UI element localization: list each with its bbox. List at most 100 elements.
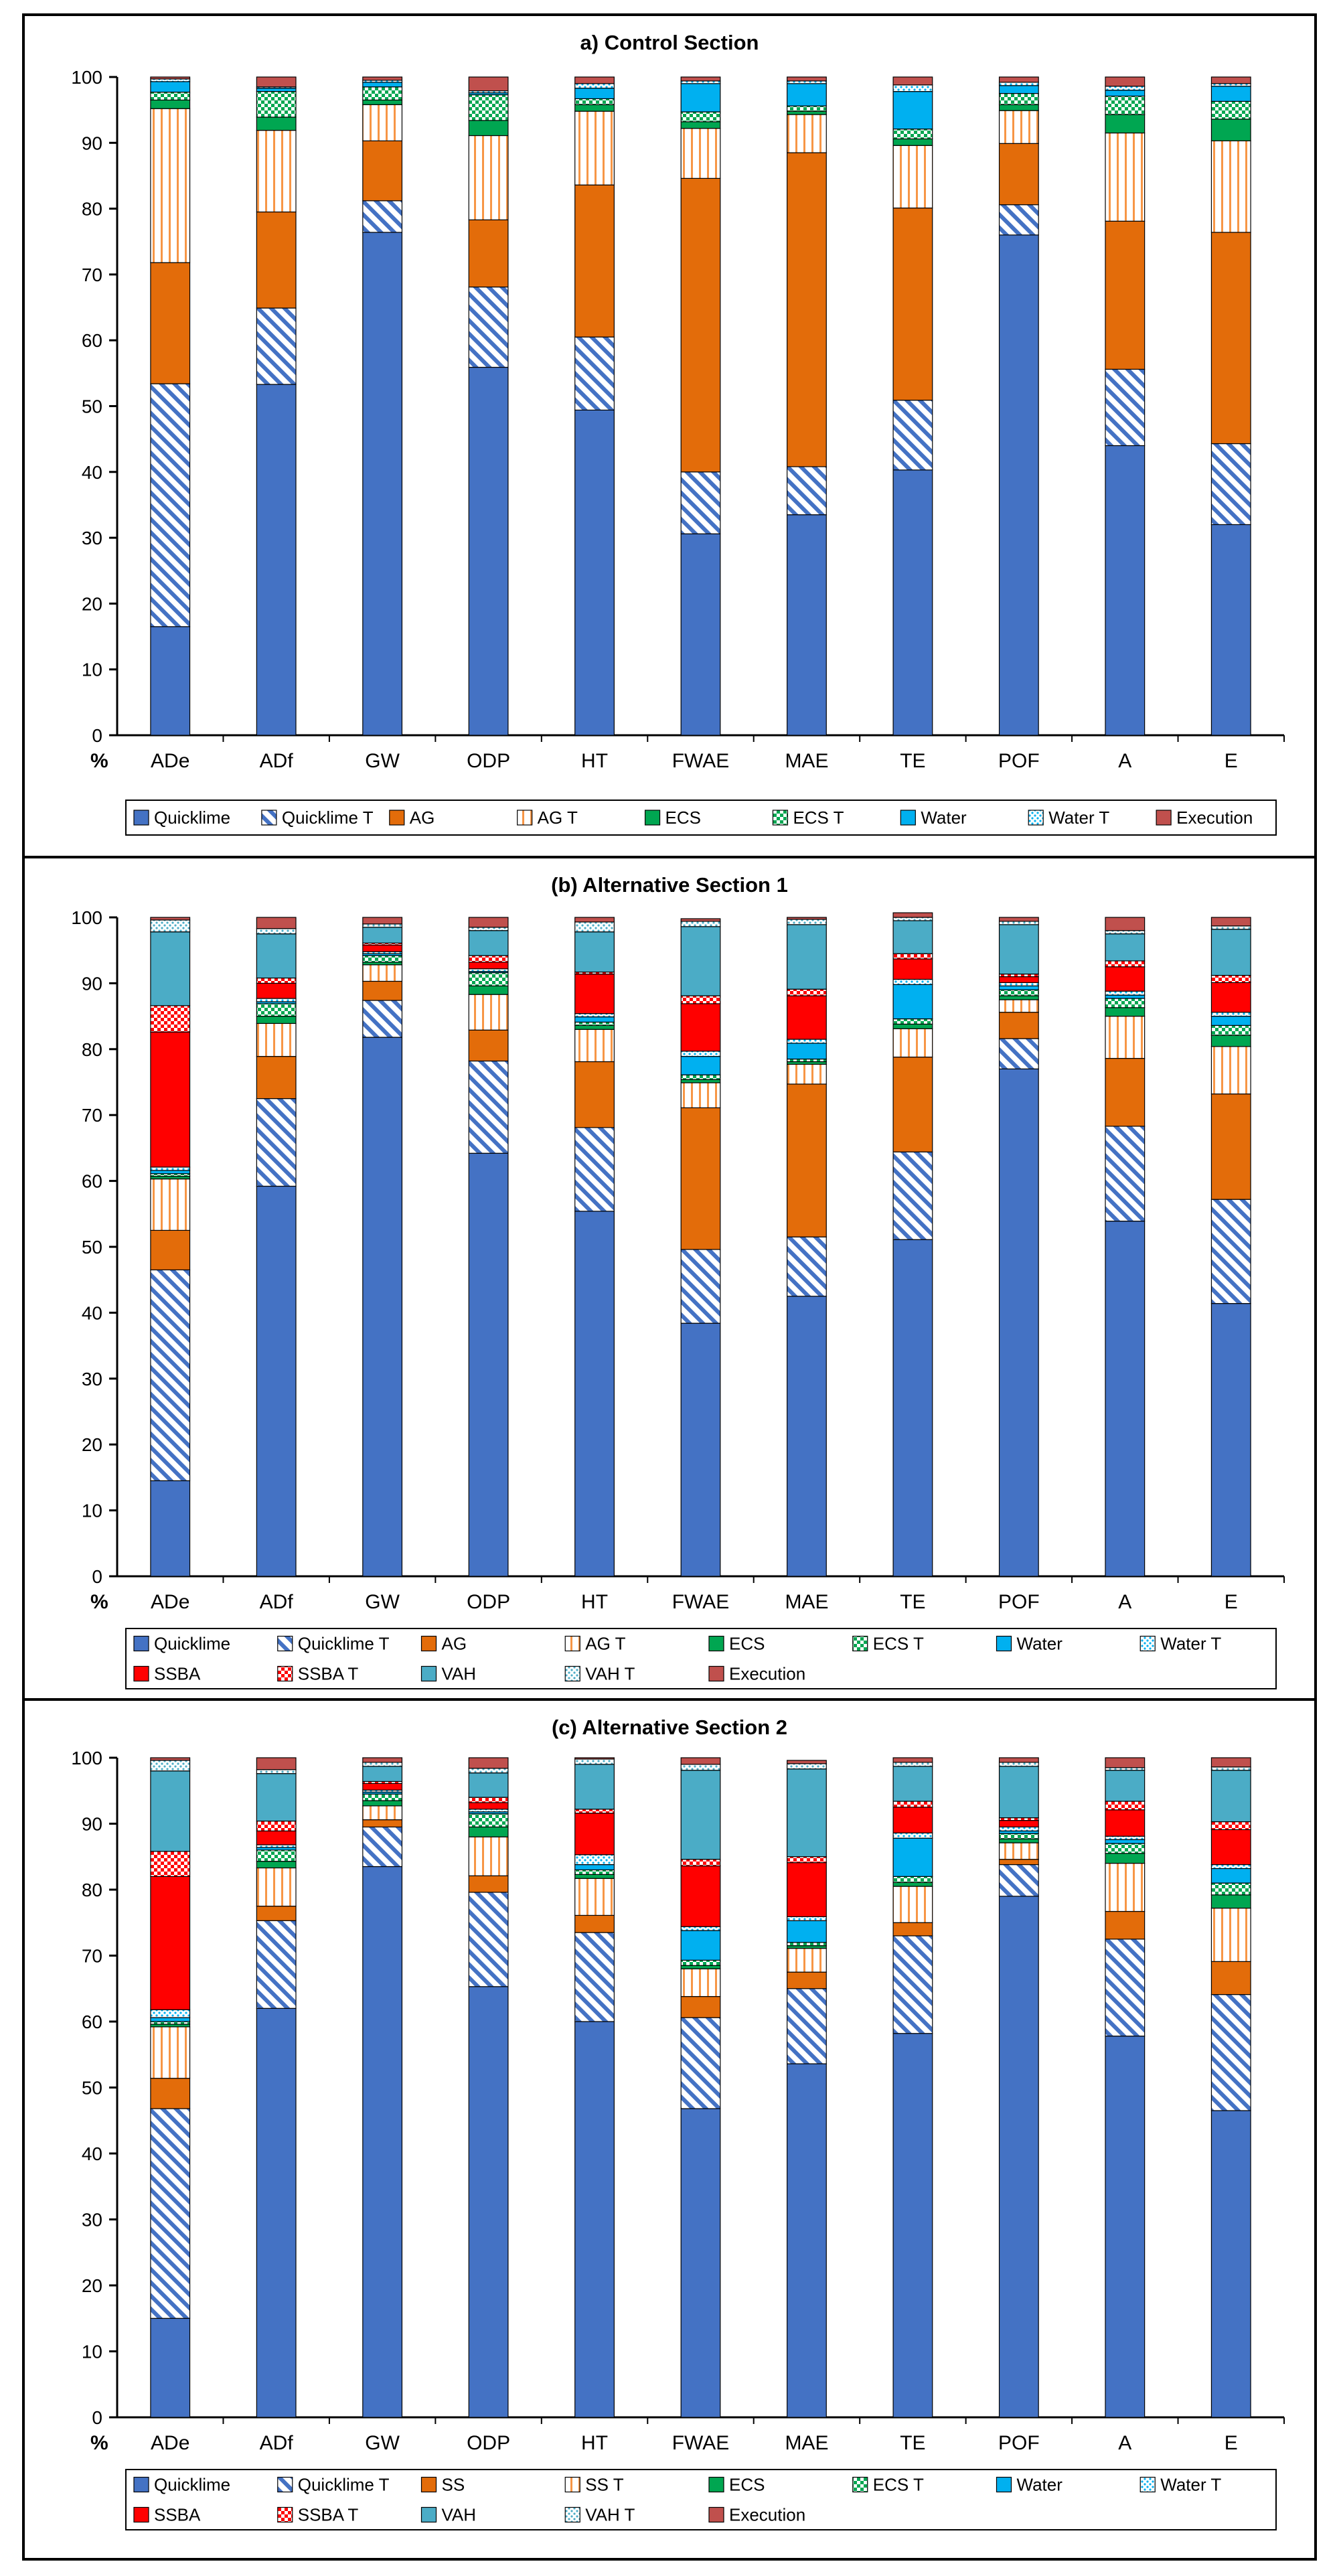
bar-segment-water (892, 984, 933, 1020)
bar-segment-ecs-t (998, 1833, 1039, 1839)
y-axis: 0 10 20 30 40 50 60 70 80 90 100 (71, 67, 1284, 746)
bar-segment-ssba-t (787, 988, 827, 996)
legend-item-quicklime: Quicklime (133, 2475, 230, 2495)
bar-segment-execution (892, 1757, 933, 1763)
legend-item-water: Water (900, 808, 967, 828)
bar-segment-ecs (892, 138, 933, 146)
bar-segment-quicklime-t (574, 336, 615, 410)
bar-segment-ag-t (680, 128, 721, 179)
bar-segment-ecs (1105, 114, 1146, 134)
bar-segment-ag-t (1210, 140, 1251, 233)
bar-segment-quicklime (787, 1296, 827, 1577)
bar-segment-ss (1105, 1910, 1146, 1940)
bar-segment-ecs (150, 99, 191, 109)
bar-segment-water-t (787, 1039, 827, 1044)
bar-segment-ag (998, 1012, 1039, 1039)
legend-swatch (996, 1635, 1012, 1652)
x-tick-label: MAE (785, 2432, 828, 2454)
legend-label: Water T (1160, 2475, 1221, 2495)
bar-segment-execution (787, 76, 827, 82)
bar-segment-execution (680, 1757, 721, 1765)
y-tick-label: 60 (82, 2012, 102, 2032)
bar-segment-ag-t (256, 1022, 297, 1057)
bar-segment-ag-t (892, 145, 933, 209)
bar-segment-ag-t (256, 130, 297, 213)
bar-segment-execution (998, 1757, 1039, 1763)
panel-frame (22, 1698, 1317, 2561)
bar-segment-ssba (787, 995, 827, 1040)
legend-label: ECS (729, 1634, 765, 1654)
bar-segment-ecs (1210, 1035, 1251, 1047)
bar-segment-vah-t (362, 1762, 403, 1767)
bar-stack-ade (150, 76, 191, 736)
legend-label: SSBA T (298, 2505, 359, 2525)
legend-label: ECS (729, 2475, 765, 2495)
legend-swatch (277, 2506, 293, 2523)
bar-segment-vah (256, 933, 297, 979)
panel-frame (22, 856, 1317, 1701)
bar-segment-ecs-t (362, 1793, 403, 1801)
bar-stack-a (1105, 76, 1146, 736)
bar-segment-ssba-t (468, 1797, 509, 1803)
y-tick-label: 70 (82, 1105, 102, 1126)
legend-swatch (133, 2506, 149, 2523)
bar-segment-ecs-t (1210, 1882, 1251, 1896)
bar-segment-ecs-t (574, 1869, 615, 1875)
legend-label: ECS T (793, 808, 844, 828)
legend-box (125, 2469, 1277, 2530)
bar-stack-odp (468, 76, 509, 736)
bar-segment-vah-t (1210, 925, 1251, 930)
bar-segment-quicklime-t (468, 286, 509, 368)
legend-label: SSBA T (298, 1664, 359, 1684)
y-tick-label: 50 (82, 1237, 102, 1258)
bar-segment-execution (787, 917, 827, 920)
bar-segment-ecs (1210, 1894, 1251, 1909)
bar-segment-ag (680, 1107, 721, 1250)
bar-segment-ag-t (150, 108, 191, 263)
bar-segment-ecs-t (680, 1074, 721, 1080)
legend-swatch (389, 810, 405, 826)
bar-segment-execution (574, 1757, 615, 1760)
bar-segment-ssba (362, 1783, 403, 1791)
bar-segment-vah (150, 931, 191, 1006)
bar-segment-ecs (362, 1800, 403, 1807)
bar-segment-vah-t (468, 1768, 509, 1774)
legend-box (125, 800, 1277, 836)
bar-segment-execution (256, 1757, 297, 1770)
bar-segment-ss (1210, 1961, 1251, 1995)
x-tick-label: POF (998, 750, 1040, 772)
legend-label: VAH T (585, 2505, 635, 2525)
bar-segment-ecs (998, 1838, 1039, 1843)
legend-item-ecs: ECS (644, 808, 701, 828)
bar-segment-ecs-t (1210, 1025, 1251, 1036)
bar-segment-quicklime (574, 2021, 615, 2418)
legend-swatch (772, 810, 789, 826)
bar-segment-quicklime-t (998, 204, 1039, 236)
bar-segment-water-t (1105, 1835, 1146, 1840)
bar-stack-ht (574, 76, 615, 736)
bar-segment-vah (574, 931, 615, 973)
legend-item-execution: Execution (708, 1664, 805, 1684)
bar-segment-ssba-t (1105, 960, 1146, 968)
bar-stack-e (1210, 917, 1251, 1577)
bar-segment-ssba-t (892, 1801, 933, 1808)
x-tick-label: FWAE (672, 2432, 730, 2454)
bar-segment-ss-t (1105, 1863, 1146, 1912)
bar-segment-water-t (892, 978, 933, 985)
bar-segment-execution (998, 76, 1039, 83)
bar-stack-odp (468, 917, 509, 1577)
x-tick-label: A (1118, 2432, 1131, 2454)
legend-swatch (277, 1665, 293, 1682)
bar-segment-water (574, 88, 615, 100)
x-tick-label: ADf (260, 2432, 294, 2454)
bar-segment-execution (574, 76, 615, 84)
bar-segment-ssba (1210, 1829, 1251, 1866)
chart-title: (b) Alternative Section 1 (551, 873, 788, 897)
bar-segment-ssba (362, 944, 403, 952)
bar-segment-quicklime (892, 2033, 933, 2418)
bar-segment-quicklime (150, 626, 191, 736)
bar-segment-ecs-t (468, 1813, 509, 1828)
bar-segment-water (998, 985, 1039, 990)
bar-segment-vah (256, 1773, 297, 1822)
